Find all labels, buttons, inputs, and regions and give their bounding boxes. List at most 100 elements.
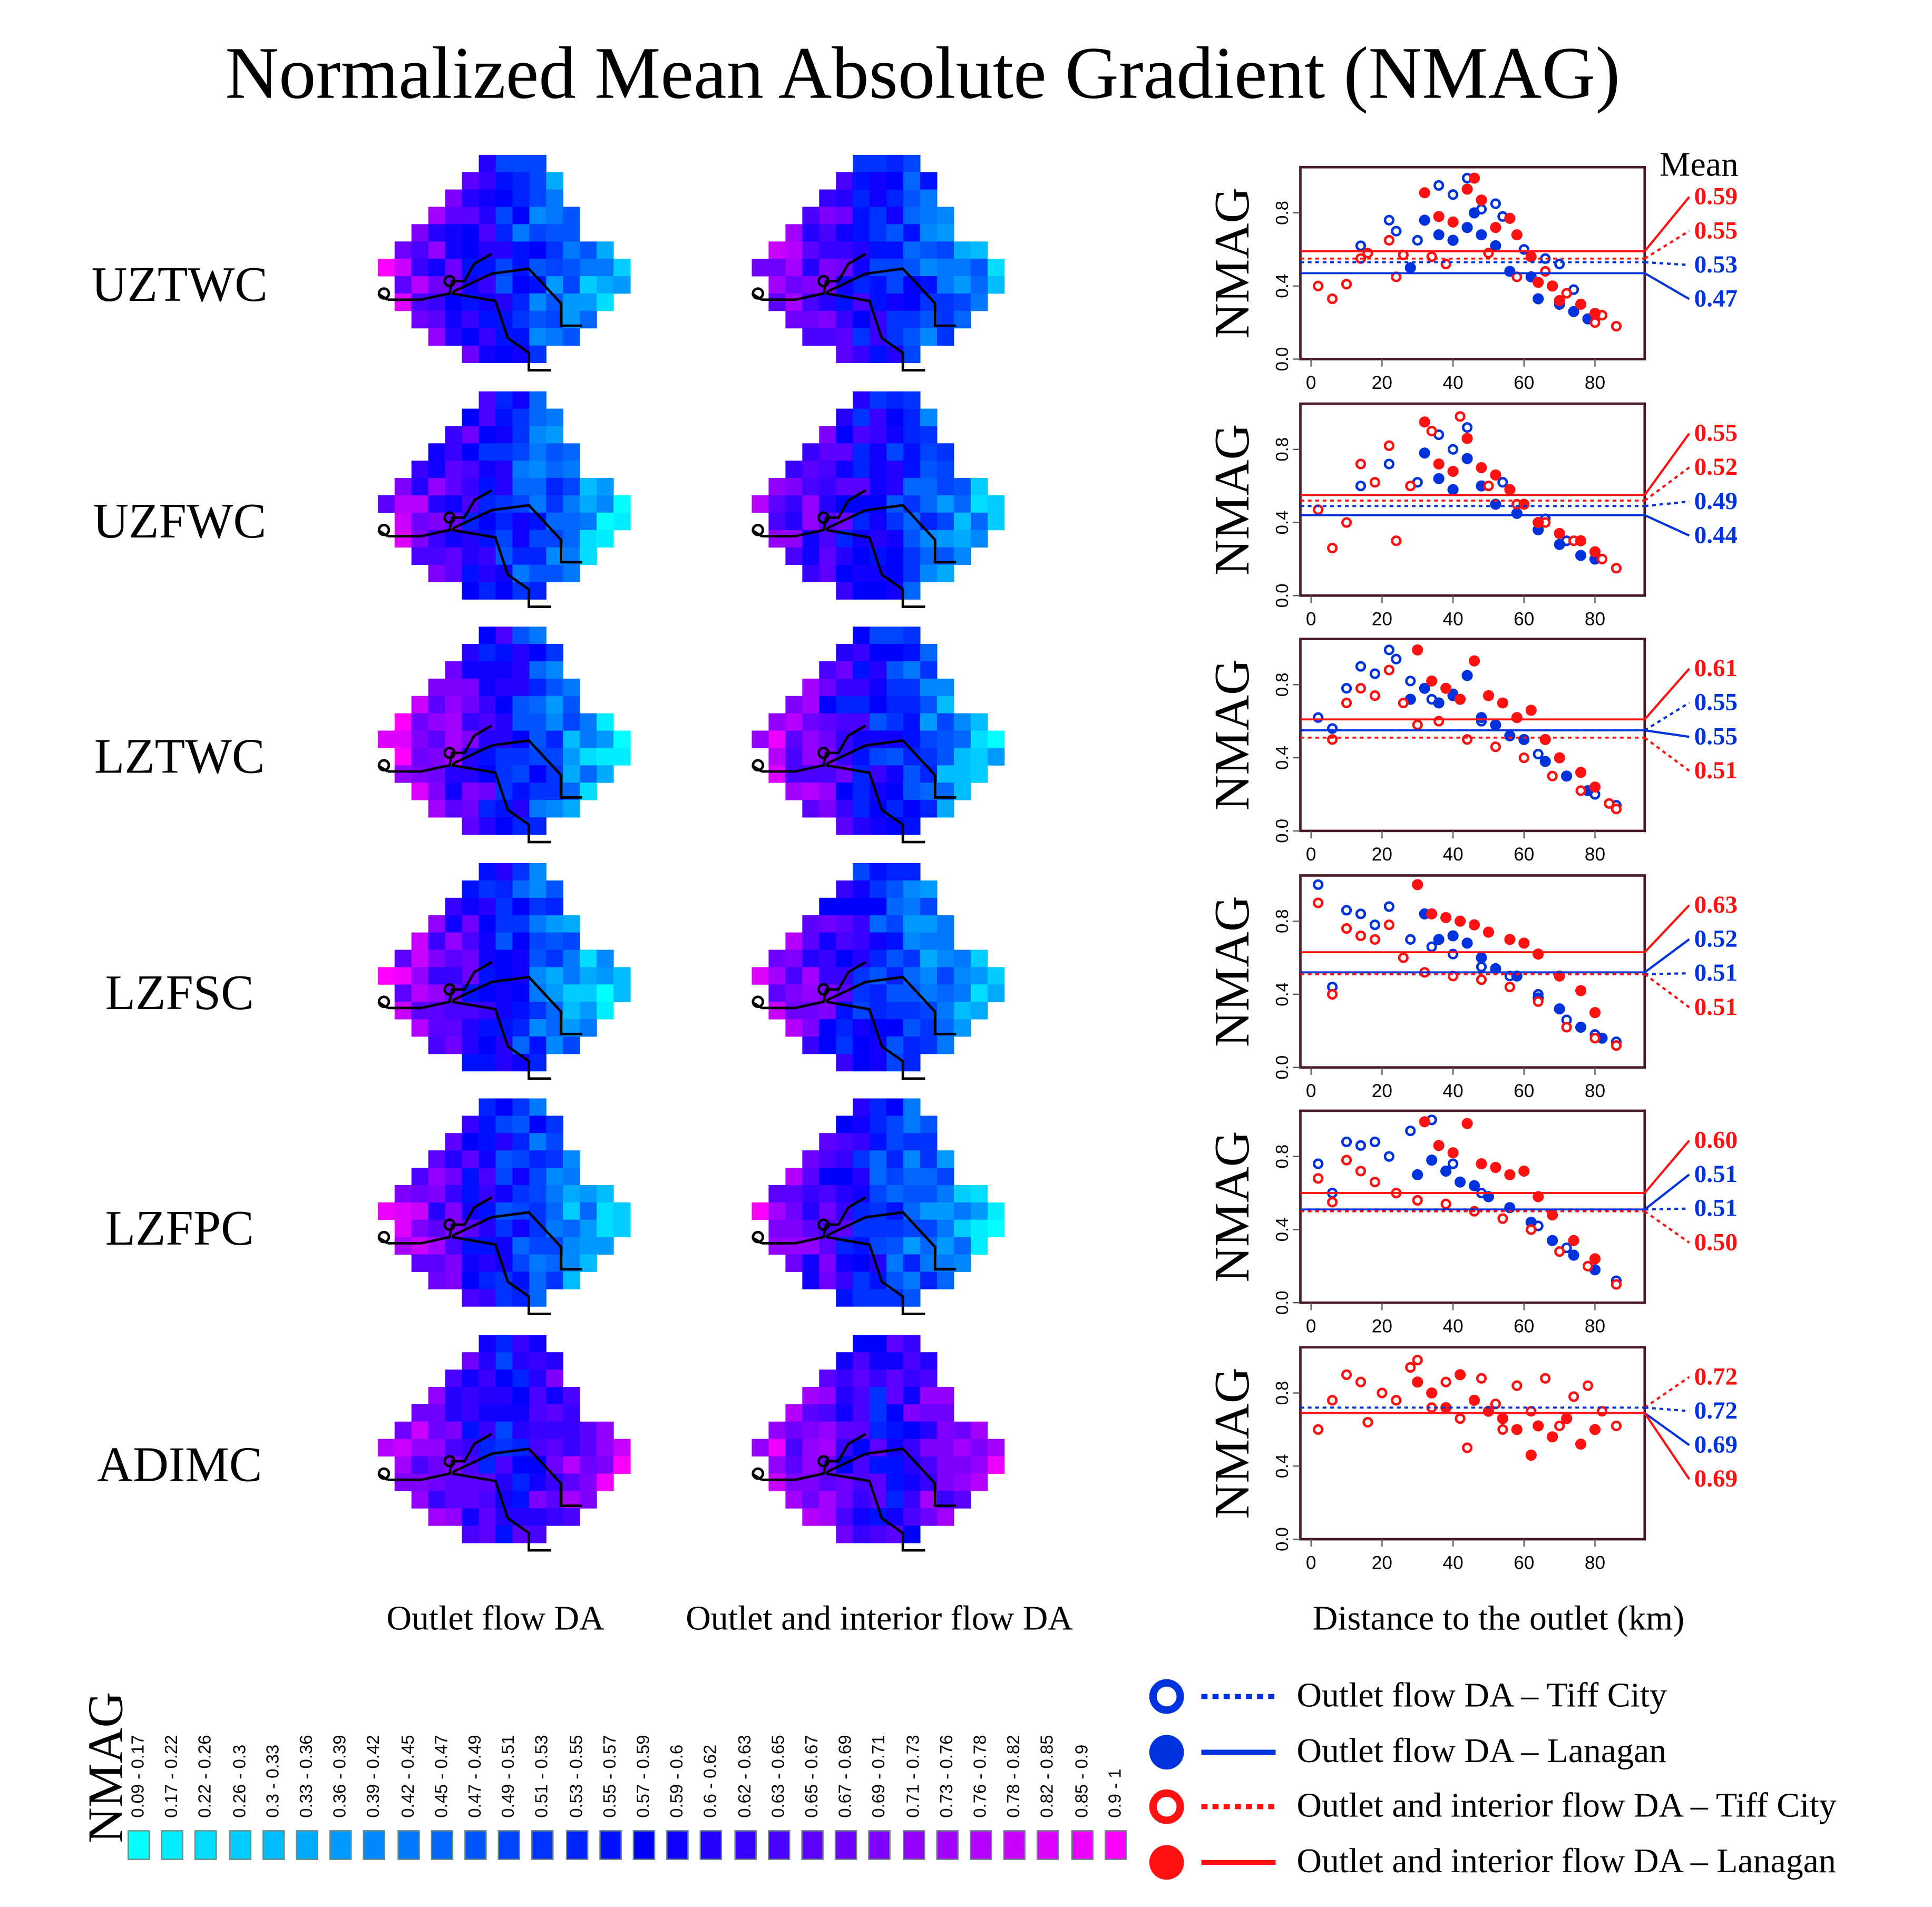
data-point-tiff_interior	[1327, 734, 1338, 745]
map-cell	[920, 494, 938, 513]
map-cell	[529, 1421, 547, 1439]
data-point-lanagan_interior	[1440, 682, 1452, 694]
map-cell	[819, 914, 836, 932]
map-cell	[970, 949, 988, 967]
map-cell	[903, 1386, 921, 1404]
map-cell	[394, 713, 412, 731]
legend-class-label: 0.67 - 0.69	[835, 1735, 855, 1818]
map-cell	[819, 1473, 836, 1491]
map-cell	[411, 1168, 429, 1186]
map-cell	[512, 224, 530, 242]
y-tick-label: 0.4	[1272, 274, 1292, 298]
map-cell	[785, 546, 803, 564]
map-cell	[462, 696, 479, 714]
map-cell	[768, 730, 786, 748]
map-cell	[937, 1455, 954, 1473]
map-cell	[411, 783, 429, 800]
map-cell	[836, 207, 853, 224]
map-cell	[462, 328, 479, 346]
map-cell	[768, 1421, 786, 1439]
map-cell	[512, 241, 530, 259]
map-cell	[853, 328, 870, 346]
map-cell	[411, 224, 429, 242]
legend-class-label: 0.09 - 0.17	[128, 1735, 148, 1818]
map-cell	[580, 529, 597, 547]
data-point-tiff_interior	[1476, 973, 1487, 985]
map-cell	[512, 1334, 530, 1352]
caption-interior-map: Outlet and interior flow DA	[686, 1600, 1073, 1639]
map-cell	[529, 1272, 547, 1289]
map-cell	[903, 1018, 921, 1036]
map-cell	[836, 443, 853, 461]
map-cell	[445, 1254, 463, 1272]
map-cell	[529, 1001, 547, 1019]
map-cell	[836, 800, 853, 818]
map-cell	[785, 1421, 803, 1439]
x-tick-label: 20	[1372, 609, 1392, 629]
map-cell	[512, 460, 530, 478]
map-cell	[512, 477, 530, 495]
map-cell	[462, 1386, 479, 1404]
map-cell	[886, 1438, 904, 1456]
map-outlet-adimc	[377, 1334, 631, 1551]
map-cell	[479, 1473, 496, 1491]
y-axis-label: NMAG	[1205, 423, 1260, 574]
map-cell	[495, 1352, 513, 1370]
map-cell	[970, 966, 988, 984]
map-cell	[768, 1438, 786, 1456]
map-cell	[563, 494, 580, 513]
map-cell	[479, 1334, 496, 1352]
y-tick-label: 0.0	[1272, 1055, 1292, 1079]
map-cell	[462, 949, 479, 967]
map-cell	[428, 932, 446, 950]
map-cell	[953, 1473, 971, 1491]
river-line	[826, 764, 925, 844]
map-cell	[886, 425, 904, 443]
map-cell	[987, 984, 1005, 1002]
map-cell	[411, 932, 429, 950]
map-cell	[445, 529, 463, 547]
map-cell	[870, 241, 887, 259]
map-cell	[802, 1202, 819, 1220]
map-cell	[785, 224, 803, 242]
mean-leader-line	[1644, 729, 1690, 738]
map-cell	[462, 783, 479, 800]
map-cell	[479, 207, 496, 224]
mean-leader-line	[1644, 1405, 1690, 1412]
map-cell	[886, 310, 904, 329]
map-cell	[886, 494, 904, 513]
map-cell	[853, 1490, 870, 1508]
river-line	[451, 975, 582, 1035]
data-point-tiff_outlet	[1355, 480, 1367, 491]
map-cell	[377, 1438, 395, 1456]
map-cell	[785, 765, 803, 783]
river-line	[451, 1211, 582, 1271]
map-cell	[853, 1508, 870, 1525]
map-cell	[836, 783, 853, 800]
data-point-tiff_interior	[1398, 952, 1409, 963]
map-cell	[529, 1116, 547, 1133]
map-cell	[802, 783, 819, 800]
map-cell	[546, 1185, 563, 1203]
map-cell	[953, 529, 971, 547]
map-cell	[853, 425, 870, 443]
map-cell	[836, 1403, 853, 1422]
map-cell	[785, 1403, 803, 1422]
series-legend-label: Outlet and interior flow DA – Tiff City	[1296, 1787, 1837, 1825]
mean-leader-line	[1644, 261, 1690, 267]
map-cell	[903, 1508, 921, 1525]
interior-gauge-icon	[443, 1218, 456, 1231]
map-cell	[462, 1018, 479, 1036]
map-cell	[937, 1438, 954, 1456]
map-cell	[937, 696, 954, 714]
data-point-tiff_outlet	[1391, 653, 1402, 664]
map-cell	[394, 966, 412, 984]
map-cell	[445, 259, 463, 277]
map-cell	[853, 1254, 870, 1272]
data-point-tiff_outlet	[1405, 933, 1416, 944]
map-cell	[752, 259, 769, 277]
legend-class-label: 0.36 - 0.39	[329, 1735, 350, 1818]
map-cell	[836, 897, 853, 915]
map-cell	[462, 1185, 479, 1203]
